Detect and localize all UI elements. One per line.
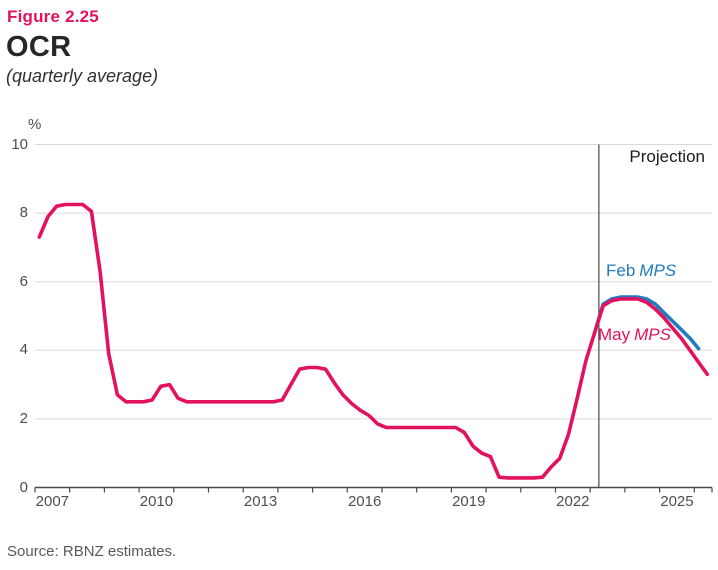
x-axis-tick-label: 2013 [243,493,278,510]
y-axis-tick-label: 8 [19,204,28,222]
may-mps-line [37,202,710,480]
y-axis-tick-label: 0 [19,478,28,496]
x-axis-tick-label: 2019 [452,493,486,510]
may-mps-label-italic: MPS [634,325,671,344]
may-mps-label: May MPS [598,325,671,345]
y-axis-tick-label: 10 [11,135,28,153]
chart-subtitle: (quarterly average) [6,66,159,86]
x-axis-tick-label: 2010 [139,493,174,510]
feb-mps-label-italic: MPS [639,261,677,280]
may-mps-label-prefix: May [598,325,631,344]
x-axis-tick-label: 2025 [660,493,694,510]
y-axis-unit-label: % [28,116,42,133]
y-axis-tick-label: 2 [19,409,28,427]
y-axis-tick-label: 6 [19,272,28,290]
chart-title: OCR [6,31,72,63]
feb-mps-label: Feb MPS [606,261,676,281]
x-axis-tick-label: 2016 [347,493,382,510]
figure-number-label: Figure 2.25 [7,7,99,26]
x-axis-tick-label: 2007 [35,493,70,510]
x-axis-tick-label: 2022 [556,493,590,510]
projection-label: Projection [629,147,705,166]
y-axis-tick-label: 4 [19,341,28,359]
feb-mps-label-prefix: Feb [606,261,636,280]
source-note: Source: RBNZ estimates. [7,543,177,560]
